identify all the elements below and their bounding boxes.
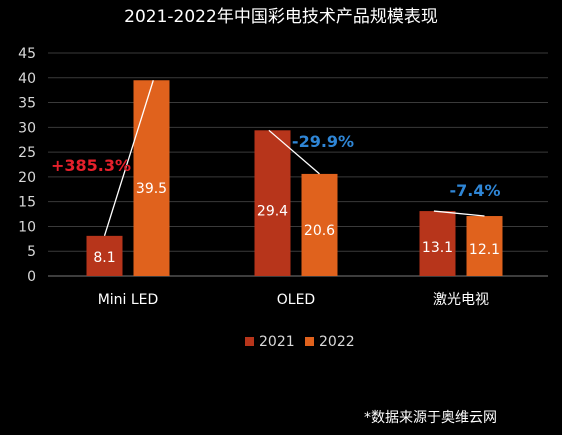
change-label: -7.4%	[449, 181, 500, 200]
y-tick-label: 15	[18, 195, 36, 211]
chart-title: 2021-2022年中国彩电技术产品规模表现	[124, 7, 438, 27]
bar-2021-2	[419, 211, 456, 276]
change-connector	[268, 129, 320, 175]
y-tick-label: 35	[18, 96, 36, 112]
y-tick-label: 5	[27, 244, 36, 260]
y-tick-label: 20	[18, 170, 36, 186]
bar-2022-0	[133, 80, 170, 276]
y-tick-label: 45	[18, 46, 36, 62]
change-connector	[103, 80, 154, 237]
y-tick-label: 0	[27, 269, 36, 285]
footnote: *数据来源于奥维云网	[364, 409, 497, 426]
x-tick-label: Mini LED	[98, 292, 159, 308]
legend-swatch	[305, 337, 314, 346]
change-labels: +385.3% -29.9% -7.4%	[51, 132, 501, 200]
y-axis: 0 5 10 15 20 25 30 35 40 45	[18, 46, 36, 285]
y-tick-label: 10	[18, 219, 36, 235]
change-label: +385.3%	[51, 156, 131, 175]
bar-2022-1	[301, 173, 338, 276]
y-tick-label: 30	[18, 120, 36, 136]
change-label: -29.9%	[292, 132, 354, 151]
value-label: 13.1	[422, 240, 453, 256]
change-connectors	[103, 80, 485, 237]
bars	[86, 80, 503, 276]
bar-2022-2	[466, 216, 503, 276]
legend: 2021 2022	[245, 334, 355, 350]
x-tick-label: OLED	[277, 292, 315, 308]
value-label: 29.4	[257, 203, 288, 219]
bar-2021-1	[254, 130, 291, 276]
x-axis: Mini LED OLED 激光电视	[98, 291, 489, 308]
y-tick-label: 25	[18, 145, 36, 161]
legend-label: 2021	[259, 334, 295, 350]
change-connector	[433, 210, 485, 217]
y-tick-label: 40	[18, 71, 36, 87]
value-label: 12.1	[469, 242, 500, 258]
value-label: 8.1	[93, 250, 115, 266]
legend-label: 2022	[319, 334, 355, 350]
x-tick-label: 激光电视	[433, 291, 489, 308]
value-labels: 8.1 39.5 29.4 20.6 13.1 12.1	[93, 181, 500, 266]
value-label: 20.6	[304, 223, 335, 239]
value-label: 39.5	[136, 181, 167, 197]
legend-swatch	[245, 337, 254, 346]
bar-2021-0	[86, 235, 123, 276]
